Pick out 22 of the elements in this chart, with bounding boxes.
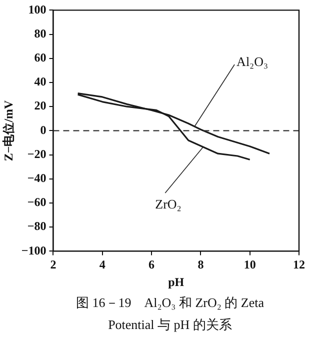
y-tick-label: −60	[27, 195, 46, 210]
y-tick-label: 40	[34, 74, 46, 89]
x-tick-label: 6	[148, 257, 155, 272]
x-tick-label: 10	[244, 257, 256, 272]
y-tick-label: −40	[27, 170, 46, 185]
y-axis-title: Z−电位/mV	[1, 100, 16, 162]
x-axis-title: pH	[168, 274, 185, 289]
x-tick-label: 8	[198, 257, 204, 272]
text: Al₂O₃	[236, 54, 268, 69]
caption: 图 16－19 Al₂O₃ 和 ZrO₂ 的 Zeta Potential 与 pH 的关系	[75, 294, 265, 334]
y-tick-label: 0	[40, 122, 46, 137]
y-tick-label: −80	[27, 219, 46, 234]
y-tick-label: −100	[21, 243, 46, 258]
y-tick-label: 100	[28, 2, 46, 16]
text: ZrO₂	[155, 196, 182, 212]
y-tick-label: 80	[34, 26, 46, 40]
x-tick-label: 4	[99, 257, 106, 272]
y-tick-label: −20	[27, 146, 46, 161]
y-tick-label: 60	[34, 50, 46, 64]
x-tick-label: 12	[293, 257, 305, 272]
x-tick-label: 2	[50, 257, 56, 272]
y-tick-label: 20	[34, 98, 46, 113]
